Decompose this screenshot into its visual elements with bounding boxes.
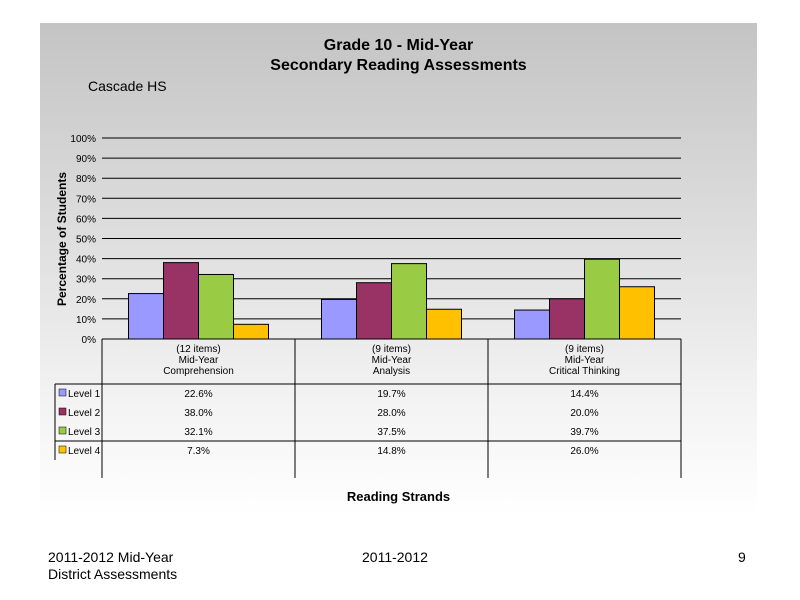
bar-2	[163, 262, 199, 340]
x-tick-label: Mid-Year	[372, 355, 412, 366]
bar-2	[356, 282, 392, 340]
data-label: 38.0%	[184, 408, 212, 419]
y-tick-label: 50%	[76, 235, 96, 246]
x-tick-label: Mid-Year	[565, 355, 605, 366]
x-tick-label: Analysis	[373, 366, 410, 377]
y-axis-title: Percentage of Students	[55, 172, 69, 306]
legend-label: Level 2	[68, 408, 101, 419]
y-tick-label: 0%	[82, 335, 97, 346]
data-label: 14.8%	[377, 446, 405, 457]
x-tick-label: (9 items)	[372, 344, 411, 355]
footer-center: 2011-2012	[362, 549, 428, 565]
data-label: 7.3%	[187, 446, 210, 457]
y-tick-label: 90%	[76, 154, 96, 165]
y-tick-label: 100%	[70, 134, 96, 145]
x-tick-label: (9 items)	[565, 344, 604, 355]
legend-label: Level 1	[68, 389, 101, 400]
y-tick-label: 10%	[76, 315, 96, 326]
bar-4	[619, 286, 655, 340]
y-tick-label: 40%	[76, 255, 96, 266]
x-tick-label: Comprehension	[163, 366, 234, 377]
data-label: 22.6%	[184, 389, 212, 400]
data-label: 19.7%	[377, 389, 405, 400]
footer-left-line1: 2011-2012 Mid-Year	[48, 549, 174, 565]
page-number: 9	[738, 549, 746, 565]
data-label: 26.0%	[570, 446, 598, 457]
legend-swatch	[58, 388, 67, 397]
legend-swatch	[58, 407, 67, 416]
y-tick-label: 80%	[76, 174, 96, 185]
y-tick-label: 70%	[76, 194, 96, 205]
data-label: 32.1%	[184, 427, 212, 438]
y-tick-label: 30%	[76, 275, 96, 286]
legend-label: Level 3	[68, 427, 101, 438]
bar-3	[584, 258, 620, 340]
legend-swatch	[58, 426, 67, 435]
footer-left-line2: District Assessments	[48, 566, 178, 582]
x-tick-label: Mid-Year	[179, 355, 219, 366]
data-label: 20.0%	[570, 408, 598, 419]
data-label: 39.7%	[570, 427, 598, 438]
bar-4	[233, 323, 269, 340]
bar-3	[391, 263, 427, 340]
legend-swatch	[58, 445, 67, 454]
data-label: 37.5%	[377, 427, 405, 438]
y-tick-label: 60%	[76, 214, 96, 225]
legend-label: Level 4	[68, 446, 101, 457]
bar-1	[321, 298, 357, 340]
data-label: 14.4%	[570, 389, 598, 400]
bar-3	[198, 273, 234, 340]
x-tick-label: (12 items)	[176, 344, 220, 355]
chart-title: Grade 10 - Mid-Year	[323, 37, 474, 54]
x-tick-label: Critical Thinking	[549, 366, 620, 377]
x-axis-title: Reading Strands	[346, 489, 451, 504]
school-name: Cascade HS	[88, 78, 167, 94]
bar-1	[128, 293, 164, 340]
bar-2	[549, 298, 585, 340]
y-tick-label: 20%	[76, 295, 96, 306]
bar-1	[514, 309, 550, 340]
bar-4	[426, 308, 462, 340]
chart-subtitle: Secondary Reading Assessments	[270, 57, 527, 74]
data-label: 28.0%	[377, 408, 405, 419]
